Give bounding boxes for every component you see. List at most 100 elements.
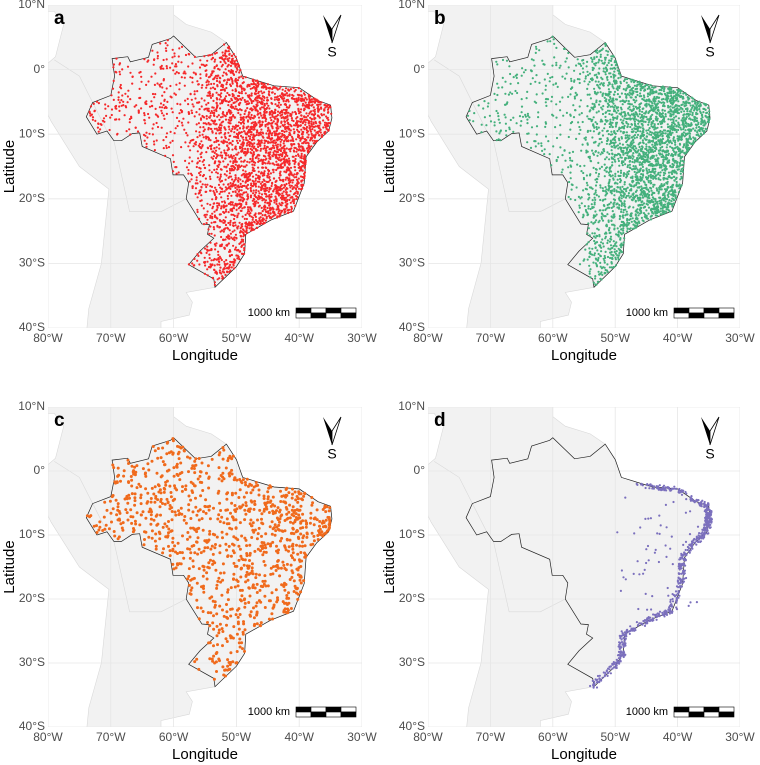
scale-bar-segment <box>310 307 327 314</box>
x-tick-label: 80°W <box>33 730 63 744</box>
scale-bar-segment <box>703 706 720 713</box>
y-tick-label: 20°S <box>19 591 45 605</box>
y-axis-title: Latitude <box>1 540 18 593</box>
north-label: S <box>705 44 714 60</box>
scale-bar-segment <box>673 312 690 319</box>
scale-bar-segment <box>718 312 735 319</box>
x-tick-label: 50°W <box>600 730 630 744</box>
x-tick-label: 40°W <box>663 730 693 744</box>
x-tick-label: 80°W <box>413 331 443 345</box>
map-area <box>48 5 362 328</box>
scale-bar-segment <box>673 706 690 713</box>
scale-bar-label: 1000 km <box>626 706 668 718</box>
y-tick-label: 30°S <box>19 256 45 270</box>
scale-bar-segment <box>325 711 342 718</box>
y-tick-label: 0° <box>414 62 426 76</box>
occurrence-points <box>88 39 333 287</box>
north-arrow-half <box>709 14 720 44</box>
x-tick-label: 80°W <box>33 331 63 345</box>
scale-bar-segment <box>688 711 705 718</box>
country-border <box>434 59 487 132</box>
scale-bar-segment <box>340 711 357 718</box>
scale-bar-segment <box>340 312 357 319</box>
x-tick-label: 40°W <box>284 331 314 345</box>
x-tick-label: 70°W <box>96 730 126 744</box>
north-arrow-half <box>709 416 720 446</box>
y-axis-title: Latitude <box>381 140 398 193</box>
panel-label: c <box>54 410 65 431</box>
x-axis-title: Longitude <box>551 347 617 364</box>
x-tick-label: 70°W <box>476 730 506 744</box>
x-tick-label: 50°W <box>600 331 630 345</box>
scale-bar-segment <box>718 711 735 718</box>
scale-bar-segment <box>295 307 312 314</box>
y-tick-label: 10°S <box>399 126 425 140</box>
scale-bar-segment <box>718 307 735 314</box>
scale-bar-segment <box>673 307 690 314</box>
y-tick-label: 0° <box>34 62 46 76</box>
x-tick-label: 40°W <box>663 331 693 345</box>
scale-bar-segment <box>688 312 705 319</box>
y-tick-label: 40°S <box>19 320 45 334</box>
map-area <box>48 407 362 727</box>
scale-bar-segment <box>703 312 720 319</box>
scale-bar-label: 1000 km <box>248 307 290 319</box>
scale-bar-segment <box>703 307 720 314</box>
map-area <box>428 407 740 727</box>
x-tick-label: 30°W <box>725 331 755 345</box>
scale-bar-segment <box>340 706 357 713</box>
scale-bar-label: 1000 km <box>626 307 668 319</box>
y-tick-label: 20°S <box>399 591 425 605</box>
north-arrow-half <box>331 416 342 446</box>
scale-bar-segment <box>688 307 705 314</box>
scale-bar-segment <box>295 711 312 718</box>
y-tick-label: 10°N <box>18 399 45 413</box>
x-tick-label: 60°W <box>159 730 189 744</box>
y-tick-label: 10°N <box>18 0 45 11</box>
north-label: S <box>327 44 336 60</box>
scale-bar-segment <box>310 706 327 713</box>
country-border <box>54 461 108 532</box>
x-tick-label: 60°W <box>538 331 568 345</box>
scale-bar-segment <box>325 307 342 314</box>
occurrence-points <box>589 482 714 689</box>
x-tick-label: 30°W <box>347 730 377 744</box>
panel-label: d <box>434 410 446 431</box>
x-tick-label: 70°W <box>476 331 506 345</box>
y-tick-label: 20°S <box>399 191 425 205</box>
panel-label: a <box>54 8 65 29</box>
map-area <box>428 5 740 328</box>
brazil-outline <box>85 35 333 289</box>
map-panel: c S 1000 km 80°W 70°W 60°W 50°W 40°W 30°W 10°N 0° 1… <box>1 399 377 763</box>
scale-bar-segment <box>703 711 720 718</box>
map-panel: b S 1000 km 80°W 70°W 60°W 50°W 40°W 30°W 10°N 0° 1… <box>381 0 755 364</box>
y-axis-title: Latitude <box>1 140 18 193</box>
scale-bar-segment <box>325 312 342 319</box>
y-tick-label: 40°S <box>399 719 425 733</box>
x-axis-title: Longitude <box>172 347 238 364</box>
scale-bar-label: 1000 km <box>248 706 290 718</box>
y-axis-title: Latitude <box>381 540 398 593</box>
y-tick-label: 10°S <box>399 527 425 541</box>
y-tick-label: 10°N <box>398 0 425 11</box>
x-tick-label: 30°W <box>347 331 377 345</box>
y-tick-label: 10°S <box>19 126 45 140</box>
y-tick-label: 30°S <box>19 655 45 669</box>
north-arrow-half <box>331 14 342 44</box>
scale-bar-segment <box>688 706 705 713</box>
y-tick-label: 0° <box>34 463 46 477</box>
scale-bar-segment <box>310 711 327 718</box>
y-tick-label: 10°S <box>19 527 45 541</box>
country-border <box>434 461 487 532</box>
x-axis-title: Longitude <box>551 746 617 763</box>
y-tick-label: 20°S <box>19 191 45 205</box>
scale-bar-segment <box>340 307 357 314</box>
panel-label: b <box>434 8 446 29</box>
x-tick-label: 80°W <box>413 730 443 744</box>
occurrence-points <box>85 437 332 681</box>
scale-bar-segment <box>325 706 342 713</box>
x-tick-label: 70°W <box>96 331 126 345</box>
x-tick-label: 30°W <box>725 730 755 744</box>
continent <box>428 407 711 727</box>
occurrence-points <box>466 35 711 286</box>
